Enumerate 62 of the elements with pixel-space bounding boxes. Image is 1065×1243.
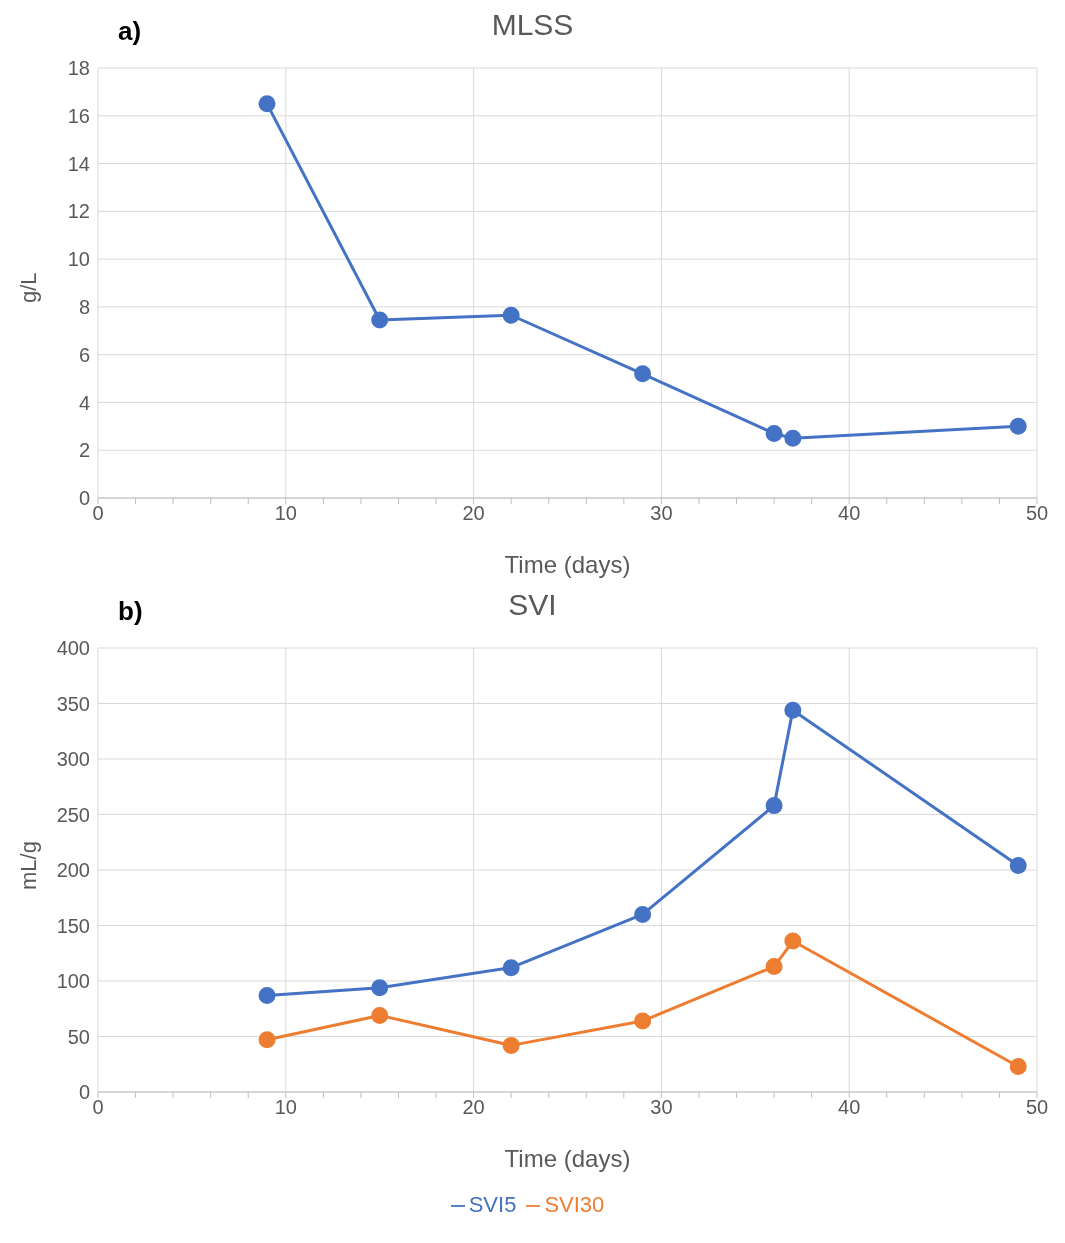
y-tick-label: 4 xyxy=(78,391,90,414)
y-tick-label: 16 xyxy=(67,104,90,127)
text: a) xyxy=(118,16,142,47)
x-tick-label: 20 xyxy=(462,502,485,525)
point xyxy=(371,979,389,997)
point xyxy=(634,905,652,923)
point xyxy=(765,797,783,815)
point xyxy=(502,1036,520,1054)
point xyxy=(1009,1057,1027,1075)
y-axis-title: g/L xyxy=(15,272,41,303)
chart-title: MLSS xyxy=(491,8,574,41)
legend-label: SVI5 xyxy=(468,1192,517,1217)
y-tick-label: 350 xyxy=(56,692,90,715)
x-tick-label: 20 xyxy=(462,1096,485,1119)
y-tick-label: 10 xyxy=(67,248,90,271)
point xyxy=(765,958,783,976)
x-axis-title: Time (days) xyxy=(504,551,631,578)
y-tick-label: 6 xyxy=(78,343,90,366)
point xyxy=(765,425,783,442)
point xyxy=(1009,857,1027,875)
y-tick-label: 50 xyxy=(67,1025,90,1048)
x-axis-title: Time (days) xyxy=(504,1145,631,1172)
y-tick-label: 200 xyxy=(56,859,90,882)
y-tick-label: 12 xyxy=(67,200,90,223)
y-tick-label: 0 xyxy=(78,1081,90,1104)
legend-label: SVI30 xyxy=(544,1192,605,1217)
point xyxy=(784,429,802,447)
point xyxy=(258,1031,276,1049)
y-tick-label: 400 xyxy=(56,637,90,660)
y-tick-label: 14 xyxy=(67,152,90,175)
x-tick-label: 50 xyxy=(1025,1096,1049,1119)
x-tick-label: 30 xyxy=(650,1096,673,1119)
x-tick-label: 30 xyxy=(650,502,673,525)
chart-title: SVI xyxy=(508,588,557,621)
point xyxy=(1009,417,1027,435)
x-tick-label: 10 xyxy=(274,502,297,525)
x-tick-label: 0 xyxy=(92,1096,104,1119)
point xyxy=(784,701,802,719)
point xyxy=(502,959,520,977)
point xyxy=(371,311,389,329)
point xyxy=(258,986,276,1004)
y-tick-label: 150 xyxy=(56,914,90,937)
x-tick-label: 40 xyxy=(838,502,861,525)
y-tick-label: 0 xyxy=(78,487,90,510)
text: b) xyxy=(118,596,143,627)
x-tick-label: 0 xyxy=(92,502,104,525)
point xyxy=(371,1006,389,1024)
point xyxy=(634,1012,652,1030)
y-tick-label: 300 xyxy=(56,748,90,771)
y-tick-label: 2 xyxy=(78,439,90,462)
y-tick-label: 18 xyxy=(67,57,90,80)
y-tick-label: 100 xyxy=(56,970,90,993)
x-tick-label: 40 xyxy=(838,1096,861,1119)
x-tick-label: 50 xyxy=(1025,502,1049,525)
y-axis-title: mL/g xyxy=(15,841,41,890)
point xyxy=(634,365,652,383)
y-tick-label: 250 xyxy=(56,803,90,826)
y-tick-label: 8 xyxy=(78,295,90,318)
point xyxy=(784,932,802,950)
x-tick-label: 10 xyxy=(274,1096,297,1119)
point xyxy=(258,95,276,113)
point xyxy=(502,306,520,324)
